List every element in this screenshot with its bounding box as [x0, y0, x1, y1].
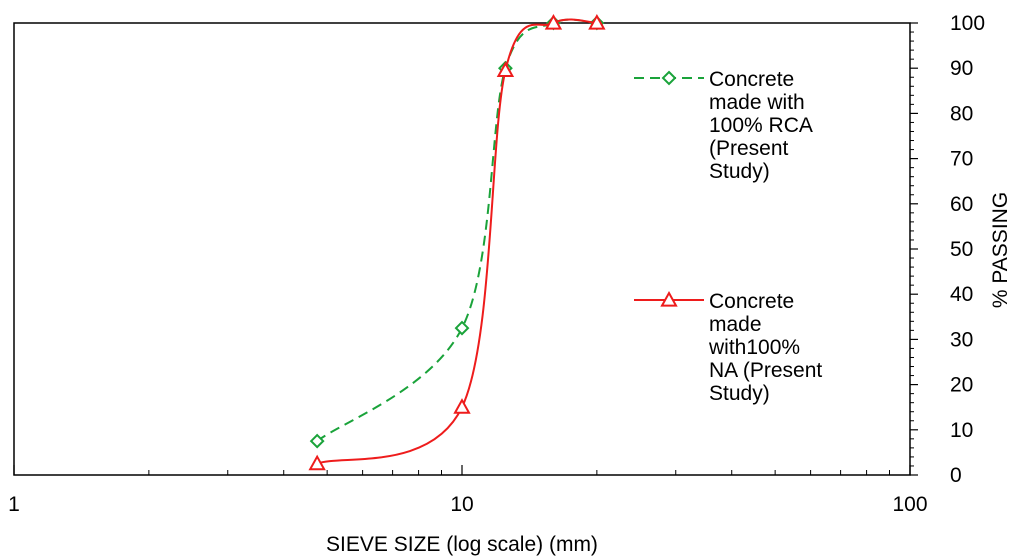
y-tick-label: 10 [950, 419, 973, 442]
legend-marker [661, 70, 677, 86]
y-tick-label: 0 [950, 464, 962, 487]
legend-label: with100% [708, 336, 800, 359]
legend-label: Concrete [709, 290, 794, 313]
y-tick-label: 20 [950, 374, 973, 397]
legend-label: (Present [709, 137, 789, 160]
legend-label: made with [709, 91, 805, 114]
data-point [453, 398, 471, 414]
x-tick-label: 10 [450, 493, 473, 516]
y-tick-label: 90 [950, 57, 973, 80]
y-tick-label: 40 [950, 283, 973, 306]
legend-label: 100% RCA [709, 114, 813, 137]
data-point [454, 320, 470, 336]
y-axis-label: % PASSING [989, 192, 1012, 308]
series-na [308, 13, 606, 471]
x-axis-label: SIEVE SIZE (log scale) (mm) [326, 533, 598, 556]
legend-label: NA (Present [709, 359, 822, 382]
legend-label: Study) [709, 382, 770, 405]
series-line [316, 18, 597, 442]
y-tick-label: 30 [950, 328, 973, 351]
series-line [316, 18, 597, 465]
y-tick-label: 50 [950, 238, 973, 261]
y-tick-label: 70 [950, 148, 973, 171]
legend-label: Study) [709, 160, 770, 183]
data-point [496, 61, 515, 78]
data-point [588, 13, 606, 30]
legend-label: Concrete [709, 68, 794, 91]
legend-label: made [709, 313, 762, 336]
x-tick-label: 100 [892, 493, 927, 516]
data-point [308, 454, 326, 471]
y-tick-label: 60 [950, 193, 973, 216]
series-rca [309, 15, 605, 449]
data-point [544, 13, 563, 30]
y-tick-label: 100 [950, 12, 985, 35]
y-tick-label: 80 [950, 102, 973, 125]
x-tick-label: 1 [8, 493, 20, 516]
legend-marker [660, 290, 678, 307]
data-point [309, 433, 325, 449]
